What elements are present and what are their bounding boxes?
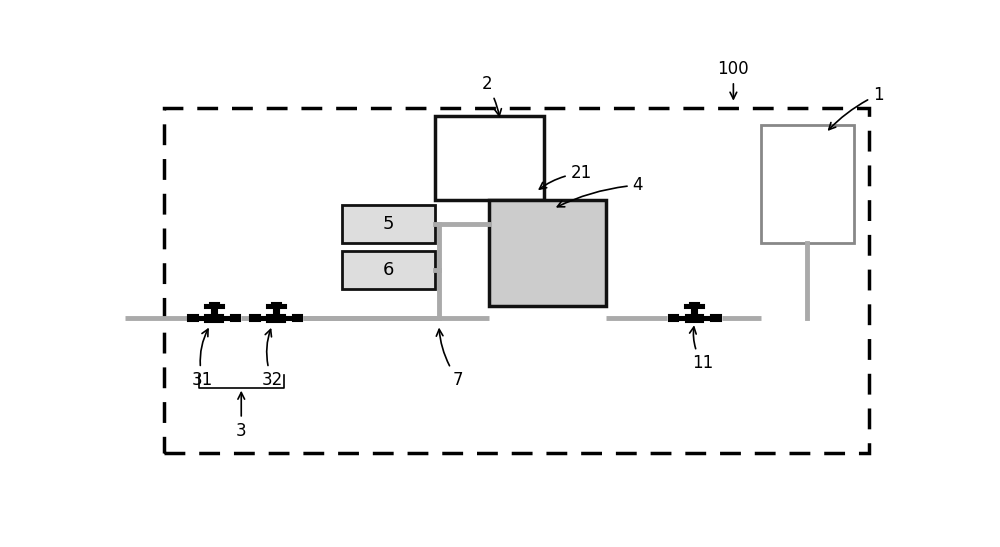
Bar	[212, 308, 217, 315]
Bar	[293, 316, 302, 321]
Bar	[692, 308, 697, 315]
Text: 4: 4	[557, 176, 643, 207]
Text: 6: 6	[383, 261, 394, 279]
Text: 31: 31	[192, 329, 213, 389]
Bar	[703, 317, 711, 320]
Text: 3: 3	[236, 393, 247, 440]
Bar	[267, 315, 285, 322]
Bar	[685, 305, 704, 309]
Bar	[711, 316, 721, 321]
Bar	[342, 251, 435, 289]
Bar	[210, 303, 219, 306]
Bar	[690, 303, 699, 306]
Bar	[250, 316, 260, 321]
Bar	[272, 303, 281, 306]
Bar	[285, 317, 293, 320]
Text: 11: 11	[690, 327, 713, 372]
Bar	[164, 108, 869, 453]
Bar	[274, 308, 279, 315]
Bar	[231, 316, 240, 321]
Bar	[686, 315, 703, 322]
Bar	[205, 305, 224, 309]
Bar	[678, 317, 686, 320]
Bar	[188, 316, 198, 321]
Bar	[342, 205, 435, 242]
Bar	[489, 200, 606, 306]
Text: 100: 100	[718, 60, 749, 99]
Text: 32: 32	[262, 329, 283, 389]
Bar	[205, 315, 223, 322]
Text: 2: 2	[482, 75, 501, 116]
Text: 5: 5	[383, 214, 394, 232]
Bar	[435, 116, 544, 200]
Bar	[761, 125, 854, 242]
Text: 7: 7	[436, 329, 464, 389]
Bar	[669, 316, 678, 321]
Bar	[267, 305, 286, 309]
Text: 1: 1	[829, 85, 884, 130]
Bar	[260, 317, 267, 320]
Text: 21: 21	[539, 164, 592, 189]
Bar	[198, 317, 205, 320]
Bar	[223, 317, 231, 320]
